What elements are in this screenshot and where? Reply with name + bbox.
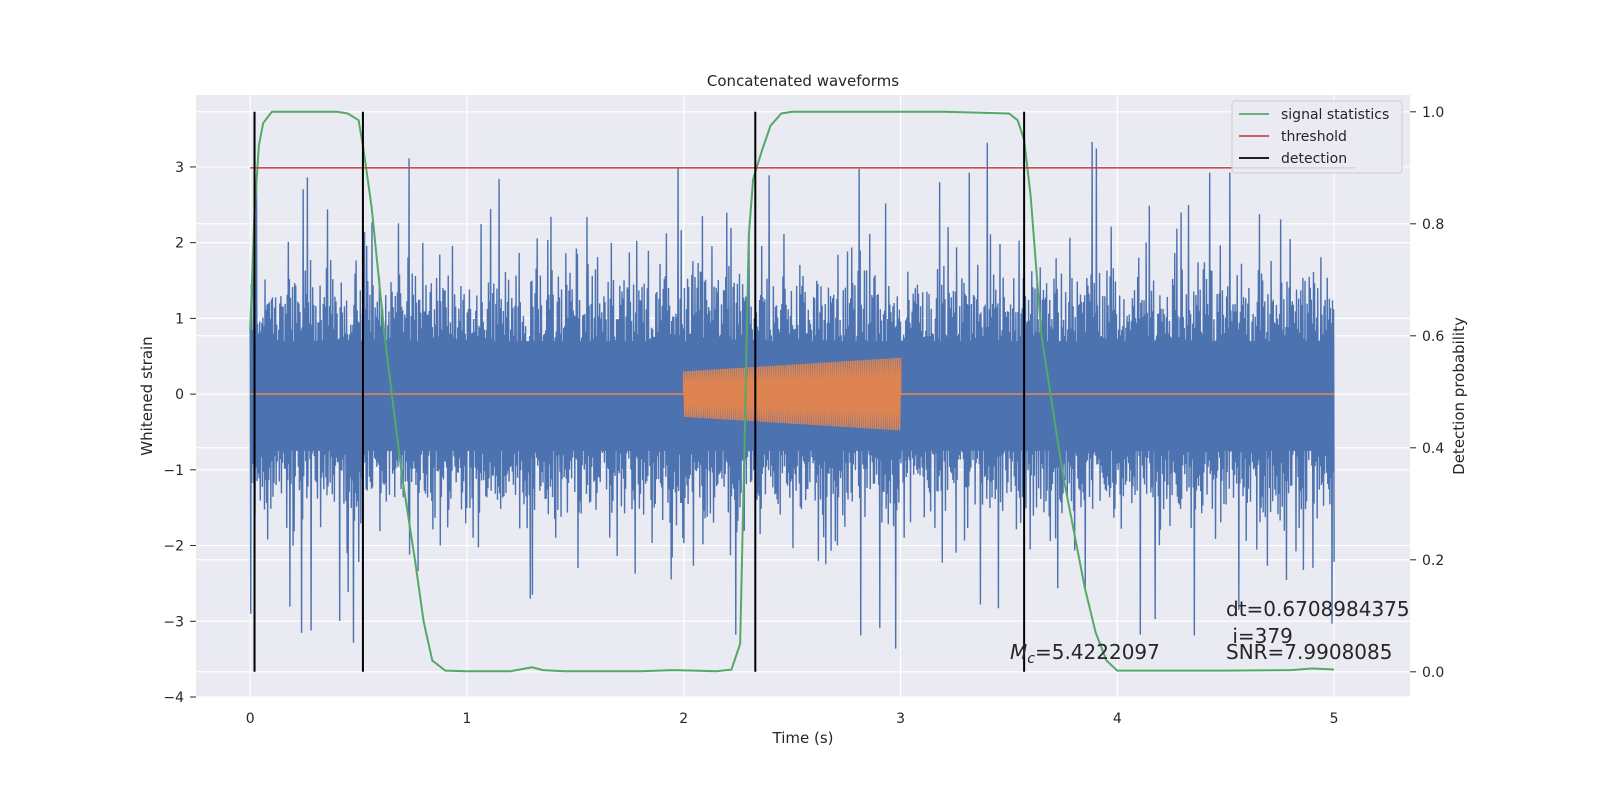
signal-statistics-line [249, 110, 1335, 673]
x-tick-label: 2 [679, 711, 688, 727]
y2-tick-label: 0.0 [1422, 665, 1444, 681]
y-axis-label: Whitened strain [138, 336, 156, 455]
y2-tick-labels: 0.0 0.2 0.4 0.6 0.8 1.0 [1410, 105, 1444, 681]
x-tick-label: 5 [1330, 711, 1339, 727]
y2-tick-label: 0.8 [1422, 217, 1444, 233]
y-tick-label: 2 [175, 236, 184, 252]
y2-tick-label: 0.6 [1422, 329, 1444, 345]
y2-axis-label: Detection probability [1450, 317, 1468, 475]
index-annotation: i=379 [1226, 624, 1293, 648]
x-tick-label: 1 [463, 711, 472, 727]
plot-series [249, 110, 1356, 673]
y-tick-label: −4 [163, 690, 184, 706]
legend-label-threshold: threshold [1281, 129, 1347, 145]
y-tick-label: −2 [163, 539, 184, 555]
y2-tick-label: 1.0 [1422, 105, 1444, 121]
y-tick-labels: −4 −3 −2 −1 0 1 2 3 [163, 160, 196, 706]
chart-title: Concatenated waveforms [707, 72, 899, 90]
snr-annotation: SNR=7.9908085 [1226, 640, 1392, 664]
x-axis-label: Time (s) [772, 729, 834, 747]
y-tick-label: 0 [175, 387, 184, 403]
y-tick-label: 1 [175, 311, 184, 327]
dt-annotation: dt=0.6708984375 [1226, 597, 1410, 621]
legend-label-signal-statistics: signal statistics [1281, 107, 1389, 123]
y-tick-label: −1 [163, 463, 184, 479]
template-waveform-line [250, 357, 1335, 431]
y2-tick-label: 0.4 [1422, 441, 1444, 457]
y2-tick-label: 0.2 [1422, 553, 1444, 569]
y-tick-label: −3 [163, 614, 184, 630]
legend-label-detection: detection [1281, 151, 1347, 167]
y-tick-label: 3 [175, 160, 184, 176]
legend: signal statistics threshold detection [1231, 100, 1403, 174]
x-tick-labels: 0 1 2 3 4 5 [246, 711, 1339, 727]
x-tick-label: 4 [1113, 711, 1122, 727]
x-tick-label: 0 [246, 711, 255, 727]
x-tick-label: 3 [896, 711, 905, 727]
chirp-mass-annotation: Mc=5.4222097 [1010, 640, 1160, 667]
legend-box [1231, 100, 1403, 174]
